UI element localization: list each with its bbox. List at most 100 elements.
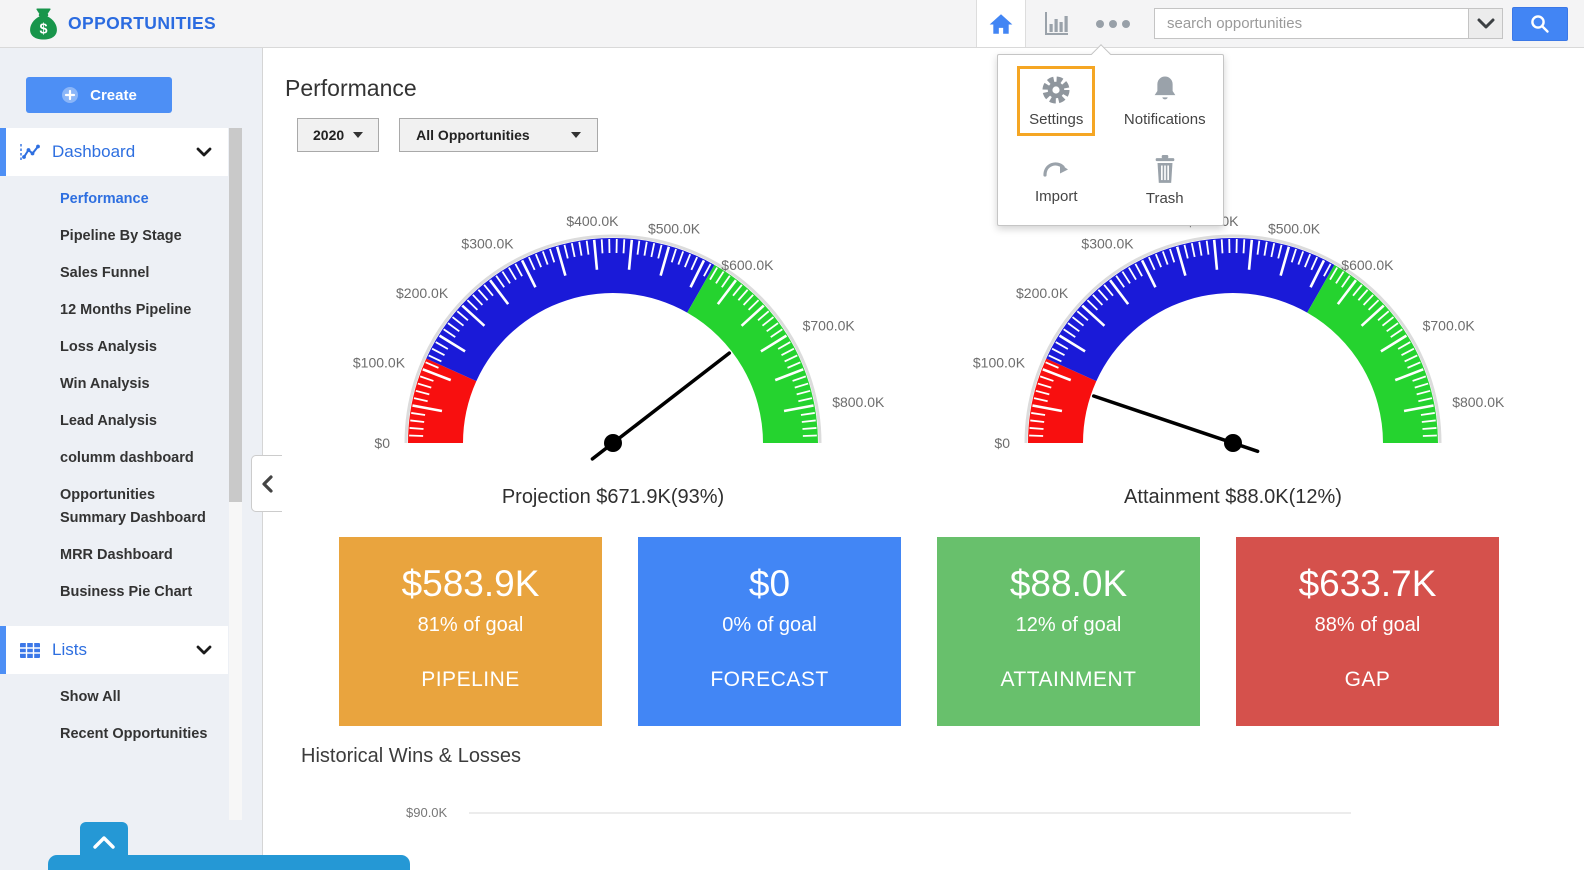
lists-list: Show All Recent Opportunities (0, 679, 262, 753)
kpi-goal: 81% of goal (417, 614, 524, 636)
history-y-tick: $90.0K (406, 805, 448, 820)
app-title: OPPORTUNITIES (68, 13, 217, 33)
create-button-label: Create (90, 86, 137, 104)
kpi-goal: 12% of goal (1015, 614, 1122, 636)
attainment-gauge: $0$100.0K$200.0K$300.0K$400.0K$500.0K$60… (923, 208, 1543, 509)
more-options-button[interactable] (1084, 19, 1142, 29)
sidebar-item-win-analysis[interactable]: Win Analysis (60, 376, 150, 392)
attainment-gauge-caption: Attainment $88.0K(12%) (1124, 486, 1342, 508)
kpi-name: ATTAINMENT (1000, 668, 1137, 691)
sidebar-section-label: Lists (52, 640, 87, 659)
attainment-gauge-chart: $0$100.0K$200.0K$300.0K$400.0K$500.0K$60… (973, 213, 1505, 454)
projection-gauge-chart: $0 $100.0K $200.0K $300.0K $400.0K $500.0K $60… (353, 213, 885, 461)
sidebar-collapse-handle[interactable] (251, 455, 282, 512)
svg-text:$200.0K: $200.0K (1016, 285, 1069, 301)
projection-gauge: $0 $100.0K $200.0K $300.0K $400.0K $500.0K $60… (303, 208, 923, 509)
sidebar-item-performance[interactable]: Performance (60, 191, 149, 207)
kpi-goal: 0% of goal (722, 614, 817, 636)
create-button[interactable]: Create (26, 77, 172, 113)
menu-item-label: Trash (1145, 189, 1184, 207)
menu-item-trash[interactable]: Trash (1111, 140, 1220, 219)
menu-item-settings[interactable]: Settings (1002, 61, 1111, 140)
menu-item-notifications[interactable]: Notifications (1111, 61, 1220, 140)
dashboard-list: Performance Pipeline By Stage Sales Funn… (0, 181, 262, 611)
svg-text:$100.0K: $100.0K (353, 354, 406, 370)
projection-gauge-caption: Projection $671.9K(93%) (501, 486, 725, 508)
kpi-card-forecast[interactable]: $0 0% of goal FORECAST (638, 537, 901, 726)
sidebar-item-lead-analysis[interactable]: Lead Analysis (60, 413, 157, 429)
svg-text:$400.0K: $400.0K (566, 213, 619, 229)
gear-icon (1042, 76, 1070, 103)
filters-row: 2020 All Opportunities (297, 118, 1584, 152)
sidebar-item-show-all[interactable]: Show All (60, 689, 121, 705)
reports-button[interactable] (1026, 10, 1084, 38)
chevron-left-icon (262, 474, 273, 493)
header-actions (976, 0, 1584, 47)
sidebar-item-opportunities-summary-dashboard[interactable]: Opportunities Summary Dashboard (60, 487, 206, 526)
caret-down-icon (353, 132, 364, 138)
gauges-row: $0 $100.0K $200.0K $300.0K $400.0K $500.0K $60… (285, 208, 1584, 509)
kpi-card-attainment[interactable]: $88.0K 12% of goal ATTAINMENT (937, 537, 1200, 726)
sidebar-item-pipeline-by-stage[interactable]: Pipeline By Stage (60, 228, 182, 244)
menu-item-import[interactable]: Import (1002, 140, 1111, 219)
kpi-value: $88.0K (1009, 563, 1128, 604)
search-icon (1531, 14, 1549, 33)
svg-text:$700.0K: $700.0K (1423, 318, 1476, 334)
sidebar-section-dashboard[interactable]: Dashboard (0, 128, 228, 176)
kpi-goal: 88% of goal (1314, 614, 1421, 636)
kpi-value: $583.9K (401, 563, 540, 604)
more-options-icon (1096, 19, 1130, 28)
svg-text:$0: $0 (994, 435, 1010, 451)
more-options-menu: Settings Notifications Import (997, 44, 1224, 226)
sidebar-item-loss-analysis[interactable]: Loss Analysis (60, 339, 157, 355)
svg-text:$700.0K: $700.0K (803, 318, 856, 334)
line-chart-icon (20, 144, 40, 160)
search-scope-dropdown[interactable] (1468, 8, 1503, 39)
sidebar-item-columm-dashboard[interactable]: columm dashboard (60, 450, 194, 466)
history-chart-axis: $90.0K (406, 805, 1584, 820)
search-button[interactable] (1512, 6, 1568, 41)
svg-text:$500.0K: $500.0K (648, 221, 701, 237)
kpi-card-gap[interactable]: $633.7K 88% of goal GAP (1236, 537, 1499, 726)
chevron-down-icon (196, 147, 212, 157)
kpi-cards-row: $583.9K 81% of goal PIPELINE $0 0% of go… (339, 537, 1584, 726)
sidebar-item-sales-funnel[interactable]: Sales Funnel (60, 265, 150, 281)
sidebar-item-business-pie-chart[interactable]: Business Pie Chart (60, 584, 193, 600)
menu-item-label: Settings (1029, 110, 1084, 128)
sidebar-item-mrr-dashboard[interactable]: MRR Dashboard (60, 547, 173, 563)
home-button[interactable] (976, 0, 1026, 47)
kpi-card-pipeline[interactable]: $583.9K 81% of goal PIPELINE (339, 537, 602, 726)
svg-text:$800.0K: $800.0K (832, 394, 885, 410)
plus-icon (62, 87, 79, 103)
kpi-value: $0 (748, 563, 791, 604)
scope-filter-dropdown[interactable]: All Opportunities (399, 118, 599, 152)
sidebar-section-lists[interactable]: Lists (0, 626, 228, 674)
trash-icon (1155, 154, 1175, 183)
search-input[interactable] (1154, 8, 1468, 39)
sidebar-scrollbar-thumb[interactable] (229, 128, 242, 502)
kpi-name: PIPELINE (421, 668, 520, 691)
svg-text:$600.0K: $600.0K (721, 257, 774, 273)
popup-grid: Settings Notifications Import (998, 55, 1223, 225)
scroll-to-top-button[interactable] (80, 822, 128, 862)
svg-text:$100.0K: $100.0K (973, 354, 1026, 370)
kpi-name: GAP (1344, 668, 1391, 691)
sidebar-item-recent-opportunities[interactable]: Recent Opportunities (60, 726, 208, 742)
svg-text:$600.0K: $600.0K (1341, 257, 1394, 273)
money-bag-icon: $ (30, 8, 57, 40)
svg-text:$0: $0 (374, 435, 390, 451)
sidebar-scrollbar-track[interactable] (229, 128, 242, 820)
svg-text:$: $ (39, 21, 47, 37)
home-icon (989, 13, 1013, 34)
year-filter-dropdown[interactable]: 2020 (297, 118, 380, 152)
main-content: Performance 2020 All Opportunities $0 $10… (262, 48, 1584, 870)
page-title: Performance (285, 75, 417, 101)
menu-item-label: Notifications (1123, 110, 1206, 128)
sidebar: Create Dashboard Performance Pipeline By… (0, 48, 410, 870)
brand: $ OPPORTUNITIES (0, 7, 216, 40)
scope-filter-value: All Opportunities (416, 127, 530, 143)
collapsed-bottom-bar[interactable] (48, 855, 410, 870)
grid-icon (20, 642, 40, 658)
svg-text:$200.0K: $200.0K (396, 285, 449, 301)
sidebar-item-12-months-pipeline[interactable]: 12 Months Pipeline (60, 302, 192, 318)
